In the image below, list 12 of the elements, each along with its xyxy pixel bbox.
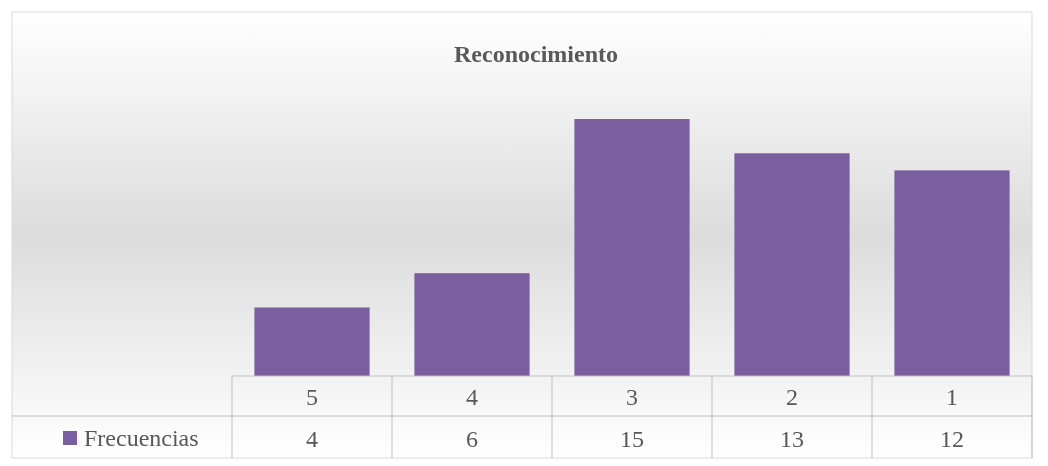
- data-label: 13: [780, 426, 804, 452]
- x-tick-label: 1: [946, 384, 958, 410]
- x-tick-label: 2: [786, 384, 798, 410]
- x-tick-label: 4: [466, 384, 478, 410]
- data-label: 12: [940, 426, 964, 452]
- x-tick-label: 5: [306, 384, 318, 410]
- x-tick-label: 3: [626, 384, 638, 410]
- data-label: 4: [306, 426, 318, 452]
- chart-title: Reconocimiento: [454, 41, 618, 67]
- data-label: 6: [466, 426, 478, 452]
- legend-label: Frecuencias: [84, 425, 199, 451]
- data-label: 15: [620, 426, 644, 452]
